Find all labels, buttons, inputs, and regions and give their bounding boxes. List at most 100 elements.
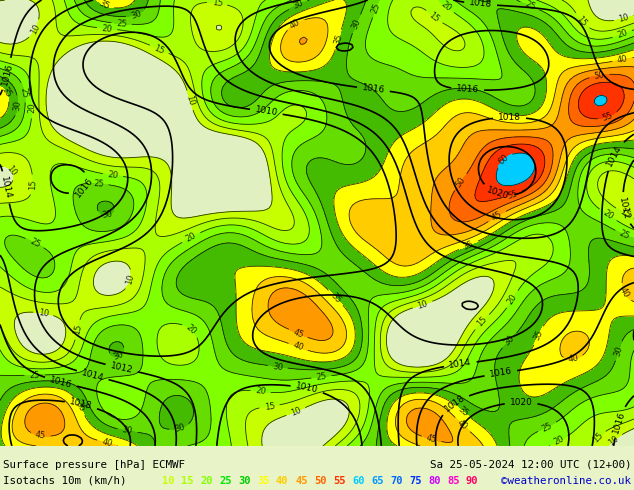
Text: 20: 20 [200, 476, 212, 486]
Text: 10: 10 [184, 94, 196, 106]
Text: 15: 15 [28, 179, 37, 190]
Text: 35: 35 [456, 405, 470, 418]
Text: 45: 45 [490, 210, 504, 223]
Text: 15: 15 [264, 401, 275, 412]
Text: 1014: 1014 [605, 144, 624, 168]
Text: Surface pressure [hPa] ECMWF: Surface pressure [hPa] ECMWF [3, 460, 185, 470]
Text: 10: 10 [125, 273, 136, 286]
Text: 85: 85 [447, 476, 460, 486]
Text: Isotachs 10m (km/h): Isotachs 10m (km/h) [3, 476, 127, 486]
Text: 25: 25 [540, 420, 554, 433]
Text: 30: 30 [350, 17, 363, 30]
Text: 1016: 1016 [361, 83, 385, 95]
Text: 10: 10 [289, 405, 302, 418]
Text: 30: 30 [101, 209, 113, 220]
Text: 15: 15 [475, 315, 489, 329]
Text: 15: 15 [181, 476, 193, 486]
Text: 30: 30 [612, 344, 624, 357]
Text: 35: 35 [532, 329, 545, 342]
Text: 80: 80 [428, 476, 441, 486]
Text: 1014: 1014 [0, 175, 13, 199]
Text: 35: 35 [333, 33, 344, 46]
Text: 25: 25 [523, 0, 536, 12]
Text: 25: 25 [316, 372, 327, 382]
Text: 60: 60 [497, 152, 510, 167]
Text: 25: 25 [28, 237, 41, 249]
Text: 20: 20 [184, 231, 198, 244]
Text: 35: 35 [74, 399, 86, 413]
Text: 15: 15 [153, 43, 166, 55]
Text: 55: 55 [506, 189, 519, 200]
Text: 60: 60 [352, 476, 365, 486]
Text: 45: 45 [425, 434, 437, 445]
Text: 1018: 1018 [443, 393, 467, 414]
Text: 1010: 1010 [254, 105, 278, 118]
Text: 1012: 1012 [618, 196, 631, 220]
Text: 70: 70 [390, 476, 403, 486]
Text: 40: 40 [276, 476, 288, 486]
Text: 1016: 1016 [0, 62, 15, 86]
Text: 50: 50 [593, 70, 605, 81]
Text: 30: 30 [292, 0, 305, 11]
Text: 45: 45 [292, 327, 305, 340]
Text: 20: 20 [439, 0, 453, 13]
Text: 15: 15 [618, 207, 631, 220]
Text: 1014: 1014 [81, 368, 105, 383]
Text: 30: 30 [13, 100, 23, 111]
Text: 25: 25 [618, 228, 631, 241]
Text: 20: 20 [601, 208, 615, 221]
Text: 40: 40 [288, 17, 302, 30]
Text: 15: 15 [211, 0, 223, 8]
Text: 40: 40 [618, 286, 631, 299]
Text: 1014: 1014 [448, 358, 472, 370]
Text: 40: 40 [567, 354, 579, 365]
Text: 30: 30 [503, 334, 517, 347]
Text: 35: 35 [98, 0, 111, 12]
Text: 45: 45 [295, 476, 307, 486]
Text: Sa 25-05-2024 12:00 UTC (12+00): Sa 25-05-2024 12:00 UTC (12+00) [429, 460, 631, 470]
Text: 1018: 1018 [469, 0, 493, 9]
Text: 15: 15 [591, 431, 605, 445]
Text: 1016: 1016 [49, 375, 73, 390]
Text: 1018: 1018 [69, 397, 93, 411]
Text: 25: 25 [370, 1, 382, 14]
Text: 15: 15 [427, 10, 441, 24]
Text: 25: 25 [93, 179, 104, 189]
Text: 50: 50 [454, 175, 467, 189]
Text: 20: 20 [255, 387, 266, 396]
Text: 20: 20 [107, 170, 119, 180]
Text: 15: 15 [72, 324, 83, 336]
Text: 35: 35 [329, 291, 343, 305]
Text: 30: 30 [129, 8, 143, 21]
Text: 1016: 1016 [489, 367, 513, 379]
Text: 75: 75 [409, 476, 422, 486]
Text: 10: 10 [162, 476, 174, 486]
Text: 35: 35 [257, 476, 269, 486]
Text: 1020: 1020 [486, 185, 510, 201]
Text: 25: 25 [29, 370, 40, 380]
Text: 20: 20 [27, 103, 37, 114]
Text: 20: 20 [616, 28, 629, 40]
Text: 50: 50 [314, 476, 327, 486]
Text: 40: 40 [616, 54, 628, 65]
Text: 10: 10 [29, 22, 42, 36]
Text: 1016: 1016 [73, 175, 94, 199]
Text: 30: 30 [121, 425, 133, 436]
Text: 1016: 1016 [611, 410, 626, 435]
Text: 25: 25 [19, 86, 30, 98]
Text: 35: 35 [0, 85, 13, 99]
Text: 10: 10 [5, 164, 18, 177]
Text: 55: 55 [602, 111, 614, 122]
Text: 25: 25 [219, 476, 231, 486]
Text: 40: 40 [456, 418, 469, 432]
Text: ©weatheronline.co.uk: ©weatheronline.co.uk [501, 476, 631, 486]
Text: 40: 40 [292, 341, 305, 353]
Text: 10: 10 [37, 308, 49, 319]
Text: 55: 55 [333, 476, 346, 486]
Text: 30: 30 [112, 350, 126, 362]
Text: 90: 90 [466, 476, 479, 486]
Text: 15: 15 [575, 14, 588, 28]
Text: 30: 30 [238, 476, 250, 486]
Text: 65: 65 [371, 476, 384, 486]
Text: 35: 35 [462, 239, 476, 251]
